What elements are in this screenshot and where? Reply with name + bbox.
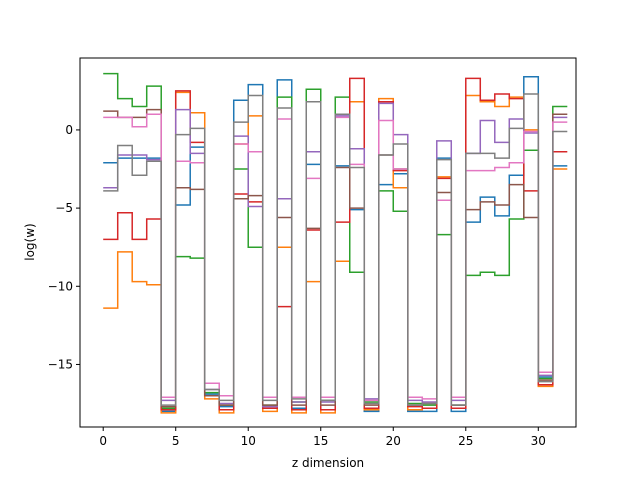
plot-frame (79, 57, 577, 428)
x-tick-label: 30 (531, 434, 546, 448)
y-tick-label: 0 (65, 123, 73, 137)
x-axis-label: z dimension (292, 456, 364, 470)
x-tick-label: 25 (458, 434, 473, 448)
step-series-8 (103, 93, 568, 406)
y-tick-label: −15 (48, 357, 73, 371)
x-axis-ticks: 0 5 10 15 20 25 30 (99, 427, 546, 448)
series-layer (103, 72, 568, 414)
y-tick-label: −10 (48, 279, 73, 293)
y-tick-label: −5 (55, 201, 73, 215)
x-tick-label: 15 (313, 434, 328, 448)
x-tick-label: 10 (241, 434, 256, 448)
x-tick-label: 5 (172, 434, 180, 448)
x-tick-label: 20 (386, 434, 401, 448)
x-tick-label: 0 (99, 434, 107, 448)
y-axis-label: log(w) (23, 223, 37, 260)
y-axis-ticks: −15 −10 −5 0 (48, 123, 80, 371)
